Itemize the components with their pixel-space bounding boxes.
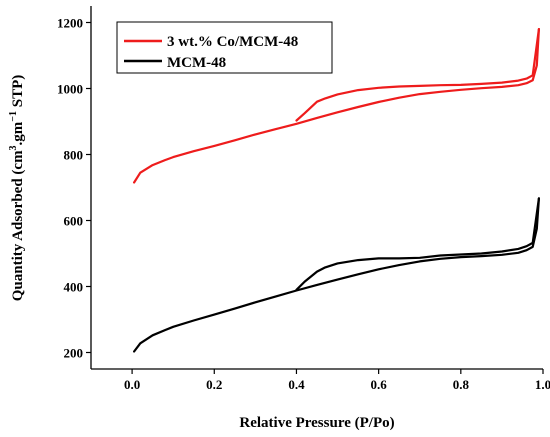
- x-tick-label: 0.8: [453, 377, 470, 392]
- x-tick-label: 0.2: [206, 377, 222, 392]
- y-ticks: 200 400 600 800 1000 1200: [57, 16, 91, 361]
- series-lines: [133, 28, 541, 353]
- x-tick-label: 0.6: [371, 377, 388, 392]
- y-axis-title: Quantity Adsorbed (cm3.gm−1 STP): [8, 75, 26, 302]
- y-tick-label: 800: [64, 148, 84, 163]
- y-axis-title-part-3: STP): [10, 75, 26, 111]
- x-tick-label: 0.0: [124, 377, 140, 392]
- y-tick-label: 600: [64, 214, 84, 229]
- y-tick-label: 1000: [57, 82, 83, 97]
- y-axis-title-superscript-1: 3: [8, 145, 19, 150]
- y-axis-title-superscript-2: −1: [8, 111, 19, 122]
- legend-label-co-mcm48: 3 wt.% Co/MCM-48: [167, 34, 298, 50]
- y-axis-title-part-1: Quantity Adsorbed (cm: [10, 150, 26, 301]
- y-axis-title-part-2: .gm: [10, 121, 26, 145]
- y-tick-label: 1200: [57, 16, 83, 31]
- series-line-0-desorption: [295, 28, 541, 122]
- plot-area: 0.0 0.2 0.4 0.6 0.8 1.0 200 400 600 800 1000 1200: [57, 6, 550, 392]
- series-line-1-desorption: [295, 197, 541, 291]
- x-tick-label: 1.0: [535, 377, 550, 392]
- x-ticks: 0.0 0.2 0.4 0.6 0.8 1.0: [124, 369, 550, 392]
- legend-label-mcm48: MCM-48: [167, 55, 226, 71]
- legend: 3 wt.% Co/MCM-48 MCM-48: [116, 21, 333, 74]
- x-axis-title: Relative Pressure (P/Po): [239, 415, 394, 431]
- y-tick-label: 200: [64, 346, 84, 361]
- series-line-0-adsorption: [133, 28, 541, 184]
- legend-box: [116, 21, 333, 74]
- series-line-1-adsorption: [133, 197, 541, 353]
- x-tick-label: 0.4: [288, 377, 305, 392]
- y-tick-label: 400: [64, 280, 84, 295]
